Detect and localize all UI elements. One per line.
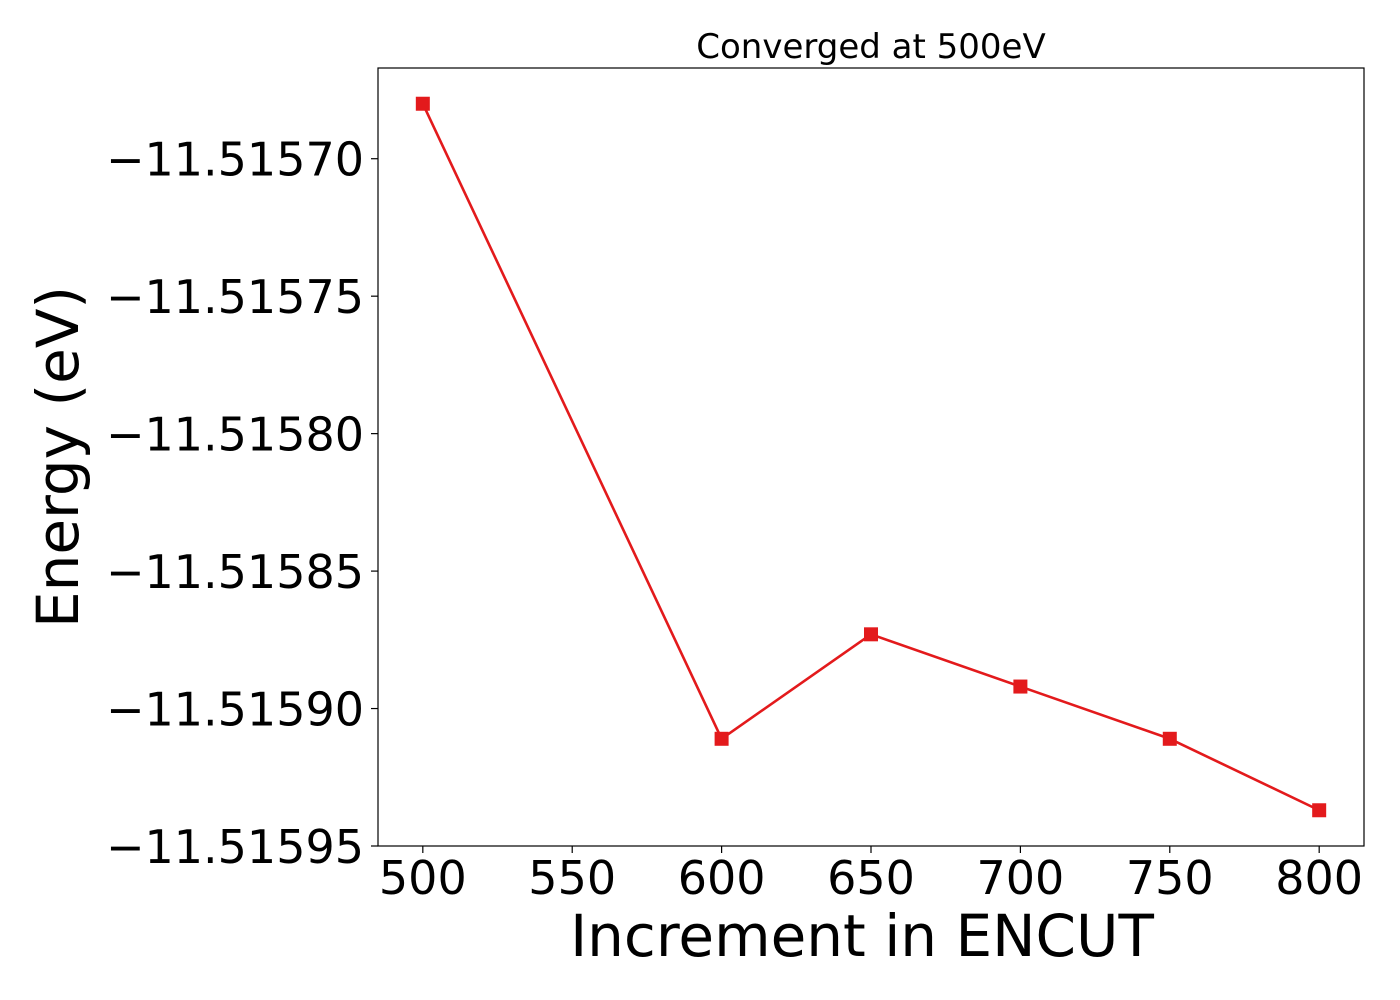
x-axis-ticks: 500 550 600 650 700 750 800 xyxy=(379,846,1363,905)
data-point-marker xyxy=(864,627,878,642)
data-point-marker xyxy=(1013,679,1028,694)
y-tick-label: −11.51585 xyxy=(106,545,364,599)
plot-frame xyxy=(377,67,1365,847)
y-tick-label: −11.51575 xyxy=(106,270,364,324)
data-point-marker xyxy=(415,96,430,111)
data-point-marker xyxy=(1162,731,1177,746)
x-tick-label: 650 xyxy=(827,851,915,905)
y-tick-label: −11.51580 xyxy=(106,408,364,462)
x-tick-label: 800 xyxy=(1275,851,1363,905)
x-tick-label: 550 xyxy=(528,851,616,905)
y-axis-ticks: −11.51570 −11.51575 −11.51580 −11.51585 −11.… xyxy=(106,133,378,874)
y-tick-label: −11.51570 xyxy=(106,133,364,187)
chart-title: Converged at 500eV xyxy=(696,27,1045,67)
y-axis-label: Energy (eV) xyxy=(24,286,92,628)
x-axis-label: Increment in ENCUT xyxy=(570,902,1154,970)
x-tick-label: 500 xyxy=(379,851,467,905)
x-tick-label: 600 xyxy=(678,851,766,905)
y-tick-label: −11.51590 xyxy=(106,683,364,737)
data-point-marker xyxy=(1312,803,1327,818)
data-point-marker xyxy=(714,731,729,746)
series-line xyxy=(421,103,1320,812)
y-tick-label: −11.51595 xyxy=(106,820,364,874)
x-tick-label: 700 xyxy=(976,851,1064,905)
series-layer xyxy=(415,96,1327,818)
x-tick-label: 750 xyxy=(1126,851,1214,905)
